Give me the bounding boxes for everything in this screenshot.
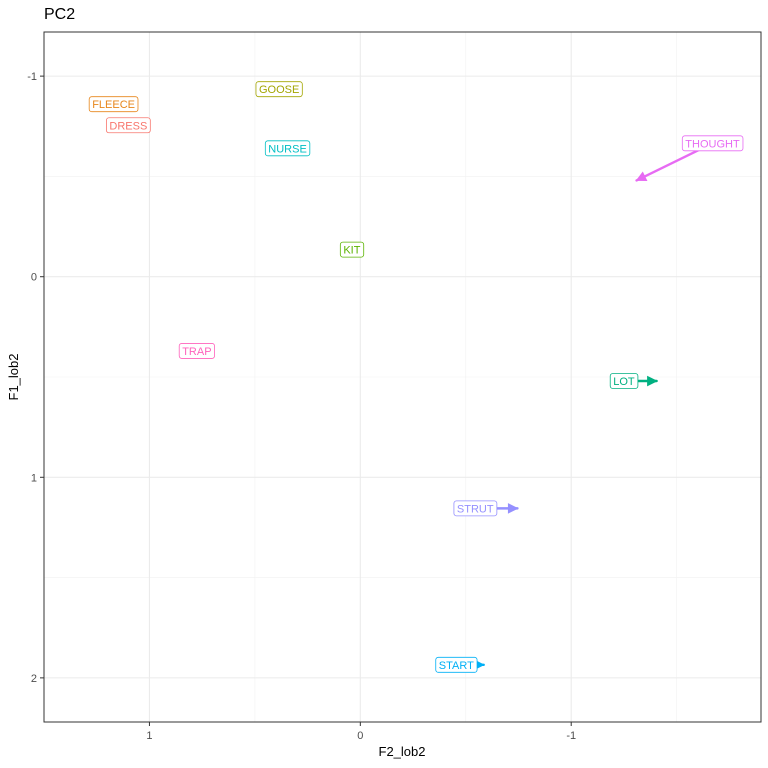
point-label-kit: KIT [339, 241, 365, 258]
y-axis-title: F1_lob2 [6, 354, 21, 401]
point-label-dress: DRESS [105, 117, 151, 134]
point-label-thought: THOUGHT [681, 135, 744, 152]
svg-text:DRESS: DRESS [109, 120, 147, 132]
point-label-trap: TRAP [178, 343, 215, 359]
point-label-layer: GOOSE FLEECE DRESS NURSE THOUGHT KIT TRAP LOT ST… [88, 81, 744, 673]
svg-text:NURSE: NURSE [268, 143, 307, 155]
x-tick-label: 0 [357, 730, 363, 742]
point-label-lot: LOT [609, 373, 639, 389]
x-axis-title: F2_lob2 [379, 744, 426, 759]
svg-text:THOUGHT: THOUGHT [685, 138, 740, 150]
point-label-start: START [435, 656, 478, 673]
svg-text:GOOSE: GOOSE [259, 84, 299, 96]
x-tick-label: -1 [566, 730, 576, 742]
point-label-fleece: FLEECE [88, 96, 139, 113]
svg-text:FLEECE: FLEECE [92, 99, 135, 111]
svg-text:TRAP: TRAP [182, 346, 211, 358]
y-axis-ticks: -1 0 1 2 [27, 71, 44, 685]
grid-lines [43, 32, 761, 722]
point-label-strut: STRUT [453, 500, 498, 517]
x-tick-label: 1 [146, 730, 152, 742]
y-tick-label: 1 [31, 472, 37, 484]
svg-text:STRUT: STRUT [457, 503, 494, 515]
svg-text:START: START [439, 660, 474, 672]
point-label-nurse: NURSE [264, 140, 311, 157]
y-tick-label: 2 [31, 673, 37, 685]
svg-text:KIT: KIT [343, 245, 360, 257]
y-tick-label: 0 [31, 272, 37, 284]
chart-title: PC2 [44, 6, 75, 23]
svg-text:LOT: LOT [613, 376, 635, 388]
plot-border [43, 31, 762, 723]
y-tick-label: -1 [27, 71, 37, 83]
point-label-goose: GOOSE [255, 81, 303, 98]
x-axis-ticks: 1 0 -1 [146, 722, 576, 742]
